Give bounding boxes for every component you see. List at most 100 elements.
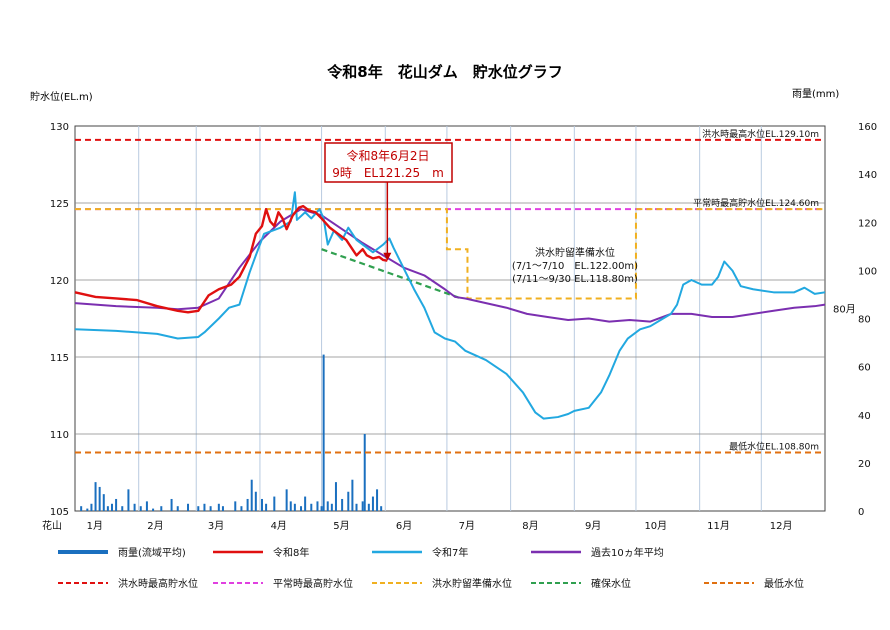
rainfall-bar xyxy=(90,503,93,511)
rainfall-bar xyxy=(160,506,163,511)
y-right-tick-label: 140 xyxy=(858,170,877,181)
rainfall-bar xyxy=(341,498,344,511)
y-left-tick-label: 130 xyxy=(50,122,69,133)
series-line-1 xyxy=(74,204,388,314)
rainfall-bar xyxy=(367,503,370,511)
rainfall-bar xyxy=(170,498,173,511)
legend-label: 雨量(流域平均) xyxy=(118,546,186,559)
legend-label: 平常時最高貯水位 xyxy=(273,577,353,590)
rainfall-bar xyxy=(293,503,296,511)
rainfall-bar xyxy=(320,506,323,511)
rainfall-bar xyxy=(351,479,354,511)
rainfall-bar xyxy=(254,491,257,511)
reference-line-label: 平常時最高貯水位EL.124.60m xyxy=(693,197,819,209)
annotation-arrowhead xyxy=(383,252,392,261)
x-tick-label: 2月 xyxy=(147,520,163,532)
annotation: 令和8年6月2日 9時 EL121.25 m xyxy=(324,142,453,261)
legend-label: 過去10ヵ年平均 xyxy=(591,546,664,559)
x-tick-label: 6月 xyxy=(396,520,412,532)
rainfall-bar xyxy=(310,503,313,511)
rainfall-bars xyxy=(80,354,383,511)
rainfall-bar xyxy=(102,494,105,511)
rainfall-bar xyxy=(347,491,350,511)
rainfall-bar xyxy=(250,479,253,511)
series-line-3 xyxy=(74,208,826,323)
legend-label: 洪水時最高貯水位 xyxy=(118,577,198,590)
rainfall-bar xyxy=(197,506,200,511)
rainfall-bar xyxy=(285,489,288,511)
series-line-2 xyxy=(74,191,826,420)
y-right-tick-label: 20 xyxy=(858,459,871,470)
rainfall-bar xyxy=(209,506,212,511)
y-right-tick-label: 60 xyxy=(858,363,871,374)
rainfall-bar xyxy=(152,508,155,511)
rainfall-bar xyxy=(330,503,333,511)
rainfall-bar xyxy=(304,496,307,511)
y-left-tick-label: 115 xyxy=(50,353,69,364)
rainfall-bar xyxy=(355,503,358,511)
reference-line-label: 洪水時最高水位EL.129.10m xyxy=(702,128,819,140)
y-right-axis-label: 雨量(mm) xyxy=(792,88,839,100)
flood-prep-line xyxy=(75,208,825,300)
x-tick-label: 3月 xyxy=(208,520,224,532)
rainfall-bar xyxy=(121,506,124,511)
rainfall-bar xyxy=(363,434,366,511)
rainfall-bar xyxy=(240,506,243,511)
rainfall-bar xyxy=(316,501,319,511)
rainfall-bar xyxy=(322,354,325,511)
rainfall-bar xyxy=(265,503,268,511)
rainfall-bar xyxy=(139,506,142,511)
rainfall-bar xyxy=(326,501,329,511)
rainfall-bar xyxy=(187,503,190,511)
rainfall-bar xyxy=(115,498,118,511)
flood-prep-label: 洪水貯留準備水位 xyxy=(535,246,615,259)
right-axis-extra-label: 80月 xyxy=(833,303,856,315)
x-tick-label: 5月 xyxy=(333,520,349,532)
rainfall-bar xyxy=(273,496,276,511)
plot-frame xyxy=(74,125,826,512)
reference-line-label: 最低水位EL.108.80m xyxy=(729,440,819,452)
flood-prep-label: (7/1～7/10 EL.122.00m) xyxy=(512,261,638,272)
y-right-tick-label: 160 xyxy=(858,122,877,133)
flood-prep-label: (7/11～9/30 EL.118.80m) xyxy=(512,274,638,285)
rainfall-bar xyxy=(380,506,383,511)
rainfall-bar xyxy=(80,506,83,511)
rainfall-bar xyxy=(289,501,292,511)
y-left-axis-label: 貯水位(EL.m) xyxy=(30,90,93,103)
x-tick-label: 7月 xyxy=(459,520,475,532)
legend-label: 洪水貯留準備水位 xyxy=(432,577,512,590)
rainfall-bar xyxy=(145,501,148,511)
y-left-tick-label: 125 xyxy=(50,199,69,210)
rainfall-bar xyxy=(94,482,97,511)
rainfall-bar xyxy=(86,508,89,511)
legend-label: 令和7年 xyxy=(432,546,468,559)
rainfall-bar xyxy=(361,501,364,511)
y-right-tick-label: 100 xyxy=(858,266,877,277)
series-lines xyxy=(74,191,826,420)
rainfall-bar xyxy=(246,498,249,511)
y-right-tick-label: 120 xyxy=(858,218,877,229)
x-tick-label: 1月 xyxy=(87,520,103,532)
x-tick-label: 4月 xyxy=(271,520,287,532)
annotation-box xyxy=(324,142,453,183)
grid xyxy=(75,126,825,511)
chart-title: 令和8年 花山ダム 貯水位グラフ xyxy=(327,63,562,81)
legend-label: 確保水位 xyxy=(591,577,631,590)
rainfall-bar xyxy=(260,498,263,511)
rainfall-bar xyxy=(300,506,303,511)
rainfall-bar xyxy=(334,482,337,511)
rainfall-bar xyxy=(234,501,237,511)
x-tick-label: 12月 xyxy=(770,520,793,532)
y-left-tick-label: 105 xyxy=(50,507,69,518)
rainfall-bar xyxy=(127,489,130,511)
rainfall-bar xyxy=(217,503,220,511)
rainfall-bar xyxy=(110,503,113,511)
y-left-tick-label: 120 xyxy=(50,276,69,287)
legend-label: 最低水位 xyxy=(764,577,804,590)
x-tick-label: 11月 xyxy=(707,520,730,532)
annotation-line1: 令和8年6月2日 xyxy=(347,148,430,163)
x-tick-label: 10月 xyxy=(644,520,667,532)
y-left-tick-label: 110 xyxy=(50,430,69,441)
rainfall-bar xyxy=(133,503,136,511)
